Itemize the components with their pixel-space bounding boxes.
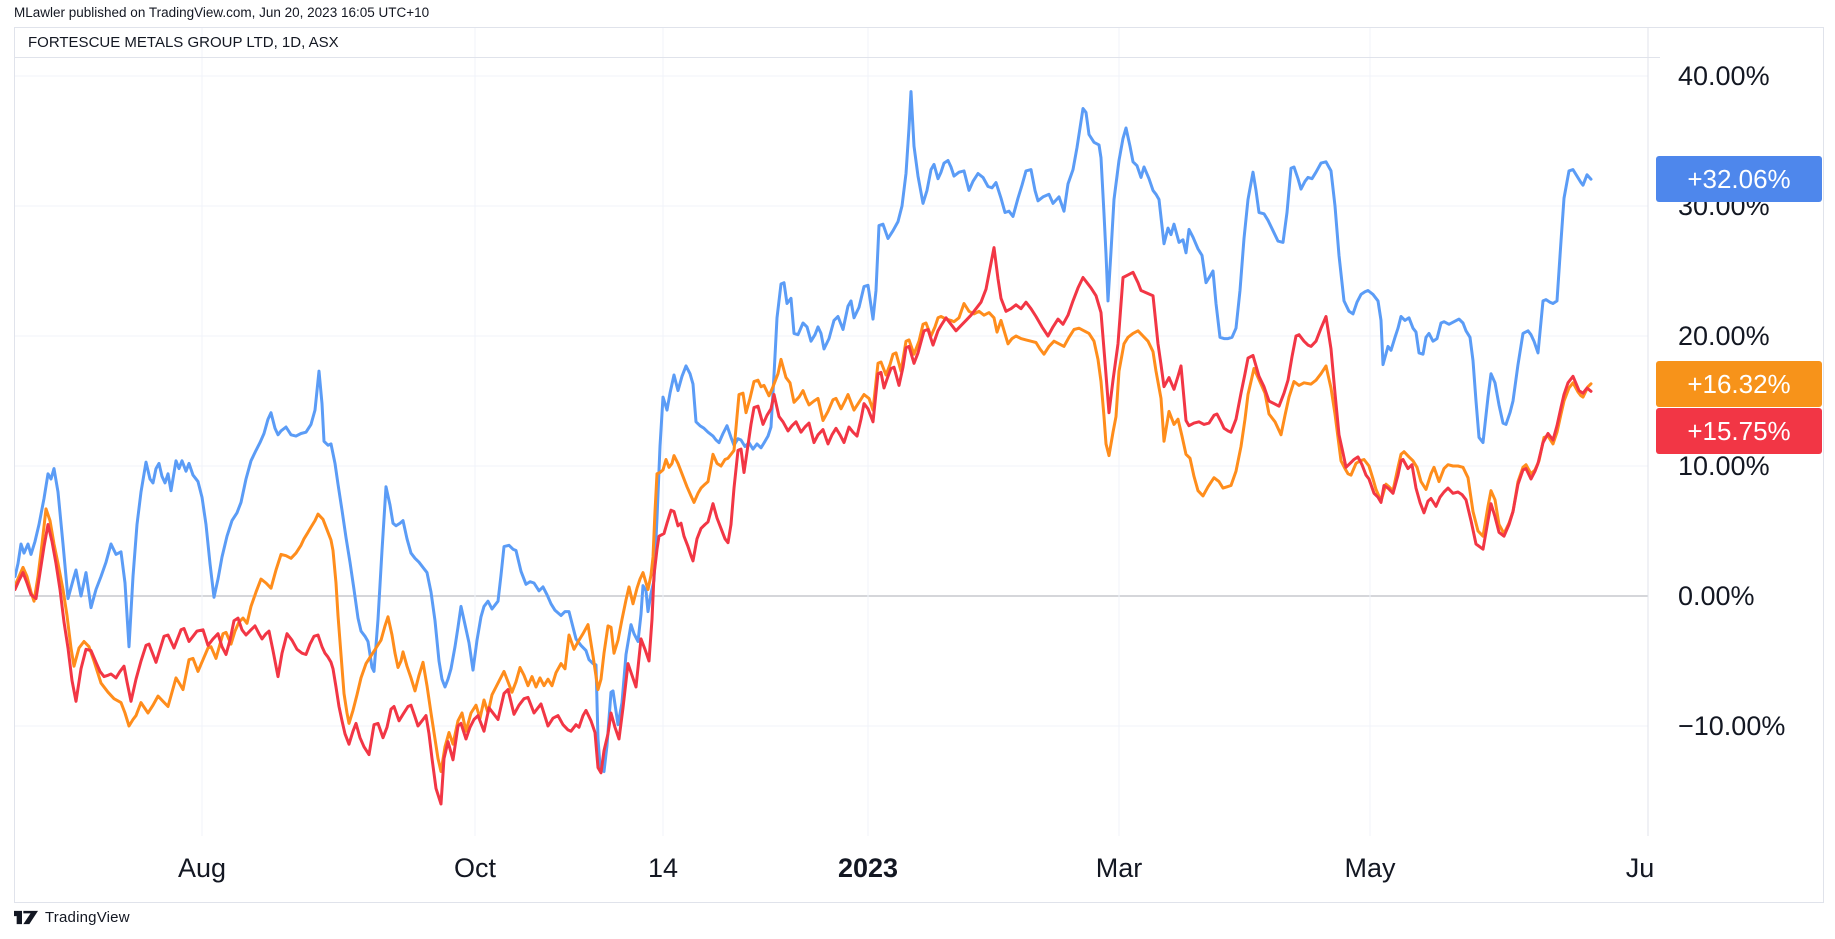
series-line-red[interactable] xyxy=(15,246,1593,806)
y-axis-label: 10.00% xyxy=(1678,451,1770,481)
y-axis-label: 20.00% xyxy=(1678,321,1770,351)
symbol-title: FORTESCUE METALS GROUP LTD, 1D, ASX xyxy=(15,28,1660,58)
x-axis-label: Oct xyxy=(453,853,496,883)
x-axis-label: May xyxy=(1344,853,1396,883)
price-badge-blue: +32.06% xyxy=(1656,156,1822,203)
tradingview-logo-text: TradingView xyxy=(45,909,130,926)
y-axis-label: 40.00% xyxy=(1678,61,1770,91)
series-line-orange[interactable] xyxy=(15,302,1593,773)
tradingview-logo[interactable]: TradingView xyxy=(14,909,130,926)
chart-frame: FORTESCUE METALS GROUP LTD, 1D, ASX 40.0… xyxy=(14,27,1824,903)
x-axis-label: Aug xyxy=(177,853,227,883)
x-axis-label: Ju xyxy=(1625,853,1655,883)
price-badge-orange: +16.32% xyxy=(1656,360,1822,407)
x-axis-label: Mar xyxy=(1095,853,1143,883)
x-axis-label: 14 xyxy=(647,853,679,883)
price-chart-canvas[interactable] xyxy=(15,28,1825,904)
y-axis-label: 0.00% xyxy=(1678,581,1755,611)
tradingview-logo-icon xyxy=(14,910,38,925)
price-badge-red: +15.75% xyxy=(1656,407,1822,454)
published-attribution: MLawler published on TradingView.com, Ju… xyxy=(14,5,430,20)
x-axis-label: 2023 xyxy=(837,853,899,883)
y-axis-label: −10.00% xyxy=(1678,711,1786,741)
series-line-blue[interactable] xyxy=(15,90,1593,773)
